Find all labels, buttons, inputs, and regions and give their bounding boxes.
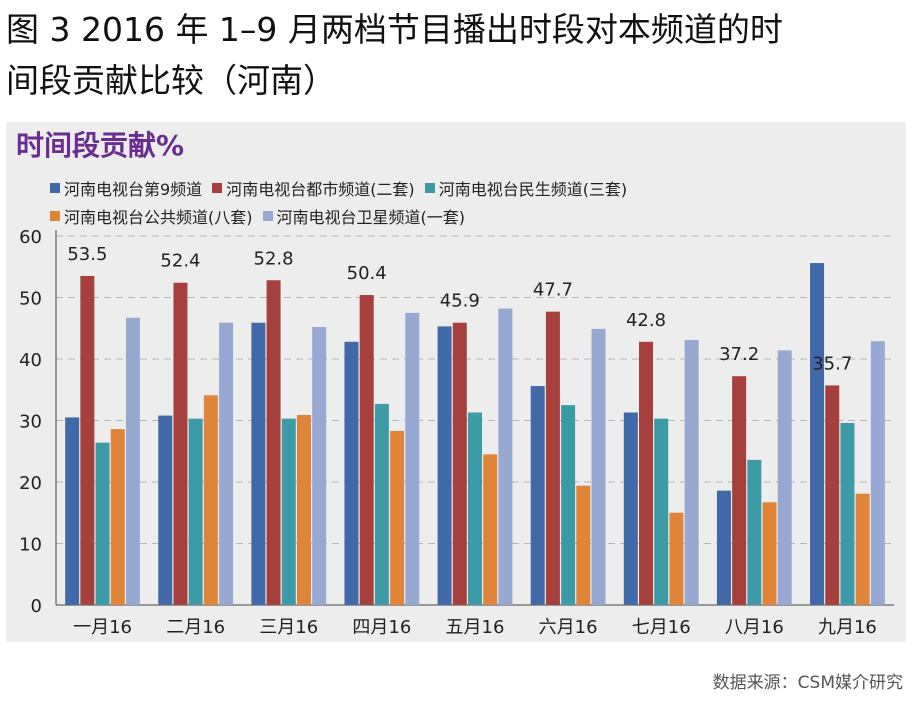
chart-legend: 河南电视台第9频道 河南电视台都市频道(二套) 河南电视台民生频道(三套) 河南… <box>50 174 890 230</box>
x-tick-label: 四月16 <box>352 617 411 638</box>
bar <box>576 485 591 605</box>
x-tick-label: 八月16 <box>725 617 784 638</box>
legend-item-series-1: 河南电视台第9频道 <box>50 176 202 200</box>
bar <box>405 312 420 605</box>
y-tick-label: 30 <box>19 412 42 433</box>
bar <box>654 418 669 605</box>
legend-swatch-series-1 <box>50 183 60 193</box>
legend-label-series-3: 河南电视台民生频道(三套) <box>438 180 628 199</box>
chart-title: 时间段贡献% <box>16 129 185 162</box>
bar <box>870 341 885 605</box>
y-tick-label: 10 <box>19 535 42 556</box>
bar <box>545 311 560 605</box>
bar <box>468 412 482 605</box>
y-tick-label: 50 <box>19 289 42 310</box>
legend-label-series-2: 河南电视台都市频道(二套) <box>226 180 415 199</box>
bar <box>251 322 266 605</box>
data-label: 52.4 <box>160 251 200 272</box>
bar <box>825 385 840 605</box>
legend-swatch-series-5 <box>262 211 273 221</box>
legend-swatch-series-2 <box>212 183 223 193</box>
bar <box>483 454 498 605</box>
bar <box>498 308 513 605</box>
x-tick-label: 三月16 <box>259 617 318 638</box>
legend-swatch-series-3 <box>424 183 435 193</box>
bar <box>188 418 203 605</box>
legend-swatch-series-4 <box>50 211 60 221</box>
chart-container: 时间段贡献% 河南电视台第9频道 河南电视台都市频道(二套) 河南电视台民生频道… <box>6 122 906 642</box>
bar <box>65 417 80 605</box>
legend-label-series-1: 河南电视台第9频道 <box>64 180 203 199</box>
y-tick-label: 40 <box>19 350 42 371</box>
bar <box>95 442 110 605</box>
x-tick-label: 九月16 <box>818 617 877 638</box>
y-tick-label: 20 <box>19 473 42 494</box>
legend-row-1: 河南电视台第9频道 河南电视台都市频道(二套) 河南电视台民生频道(三套) <box>50 174 890 202</box>
data-label: 45.9 <box>440 291 480 312</box>
bar <box>374 403 389 605</box>
figure-title: 图 3 2016 年 1–9 月两档节目播出时段对本频道的时 间段贡献比较（河南… <box>6 4 911 106</box>
bar <box>840 422 855 605</box>
bar-chart-plot: 0 10 20 30 40 50 60 53.5 一月16 52.4 二月16 52.8 三月16 50.… <box>19 227 894 638</box>
y-tick-label: 60 <box>19 227 42 248</box>
source-note: 数据来源：CSM媒介研究 <box>712 673 903 693</box>
bar <box>344 341 359 605</box>
bar <box>684 339 699 605</box>
y-tick-label: 0 <box>31 596 42 617</box>
bar <box>777 350 792 605</box>
bar <box>281 418 296 605</box>
x-tick-label: 一月16 <box>73 617 132 638</box>
data-label: 50.4 <box>347 263 387 284</box>
bar <box>452 322 467 605</box>
bar <box>623 412 638 605</box>
legend-item-series-3: 河南电视台民生频道(三套) <box>424 176 628 200</box>
data-label: 52.8 <box>254 248 294 269</box>
bar <box>747 459 762 605</box>
bar <box>173 282 188 605</box>
x-tick-label: 二月16 <box>166 617 225 638</box>
bar <box>732 376 747 605</box>
bar <box>716 490 731 605</box>
data-label: 37.2 <box>719 344 759 365</box>
data-label: 47.7 <box>533 280 573 301</box>
bar <box>762 502 777 605</box>
legend-item-series-2: 河南电视台都市频道(二套) <box>212 176 415 200</box>
x-tick-label: 六月16 <box>539 617 598 638</box>
x-tick-label: 七月16 <box>632 617 691 638</box>
bar <box>296 414 311 605</box>
legend-item-series-4: 河南电视台公共频道(八套) <box>50 204 253 228</box>
bar <box>390 430 405 605</box>
legend-label-series-4: 河南电视台公共频道(八套) <box>64 208 253 227</box>
bar <box>855 493 870 605</box>
bar <box>266 280 281 605</box>
bar <box>219 322 234 605</box>
legend-row-2: 河南电视台公共频道(八套) 河南电视台卫星频道(一套) <box>50 202 890 230</box>
figure-title-line1: 图 3 2016 年 1–9 月两档节目播出时段对本频道的时 <box>6 10 783 49</box>
bar <box>669 512 684 605</box>
data-label: 35.7 <box>812 353 852 374</box>
bar <box>203 395 218 605</box>
bar <box>359 295 374 605</box>
bar <box>810 263 825 605</box>
legend-item-series-5: 河南电视台卫星频道(一套) <box>262 204 466 228</box>
bar <box>639 341 654 605</box>
bar <box>437 326 452 605</box>
figure-title-line2: 间段贡献比较（河南） <box>6 61 336 100</box>
bar <box>561 405 576 605</box>
bar <box>110 429 125 605</box>
bar <box>591 328 606 605</box>
bar <box>158 415 173 605</box>
data-label: 53.5 <box>67 244 107 265</box>
bar <box>530 386 545 605</box>
data-label: 42.8 <box>626 310 666 331</box>
bar <box>312 327 327 605</box>
bar <box>125 317 140 605</box>
bar <box>80 275 95 605</box>
legend-label-series-5: 河南电视台卫星频道(一套) <box>276 208 466 227</box>
x-tick-label: 五月16 <box>446 617 505 638</box>
